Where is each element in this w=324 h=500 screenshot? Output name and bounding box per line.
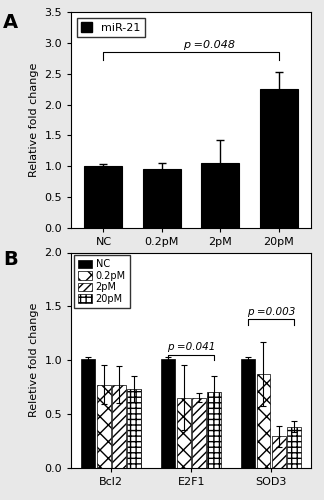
Bar [85,166,122,228]
Bar [97,384,110,468]
Text: B: B [3,250,18,269]
Bar [287,426,301,468]
Bar [177,398,191,468]
Legend: NC, 0.2pM, 2pM, 20pM: NC, 0.2pM, 2pM, 20pM [74,256,130,308]
Bar [260,90,298,228]
Text: p =0.003: p =0.003 [247,307,295,317]
Y-axis label: Reletive fold change: Reletive fold change [29,303,39,417]
Bar [81,359,96,468]
Text: p =0.048: p =0.048 [183,40,235,50]
Bar [192,398,206,468]
Y-axis label: Relative fold change: Relative fold change [29,63,39,177]
Text: p =0.041: p =0.041 [167,342,215,352]
Bar [127,389,141,468]
Bar [112,384,126,468]
Bar [202,163,239,228]
Bar [241,359,255,468]
Bar [257,374,271,468]
Text: A: A [3,12,18,32]
Bar [272,436,286,468]
Bar [143,169,181,228]
Bar [161,359,175,468]
Bar [207,392,221,468]
Legend: miR-21: miR-21 [77,18,145,38]
